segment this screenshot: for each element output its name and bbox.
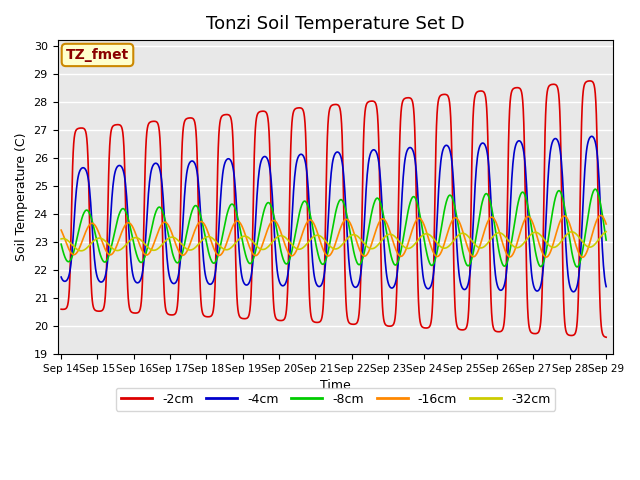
-2cm [278, 318, 285, 324]
-4cm [588, 133, 596, 139]
-2cm [586, 78, 594, 84]
-8cm [483, 191, 490, 196]
-4cm [570, 289, 577, 295]
-8cm [602, 237, 610, 243]
-32cm [278, 233, 286, 239]
-32cm [493, 230, 500, 236]
-16cm [492, 219, 500, 225]
-4cm [431, 249, 439, 254]
-2cm [492, 328, 500, 334]
-2cm [431, 166, 439, 172]
-32cm [432, 239, 440, 244]
-2cm [58, 306, 65, 312]
-16cm [602, 221, 610, 227]
-32cm [113, 248, 121, 253]
Legend: -2cm, -4cm, -8cm, -16cm, -32cm: -2cm, -4cm, -8cm, -16cm, -32cm [116, 388, 556, 411]
-32cm [602, 229, 610, 235]
Line: -8cm: -8cm [61, 189, 606, 267]
-32cm [483, 241, 490, 247]
Title: Tonzi Soil Temperature Set D: Tonzi Soil Temperature Set D [206, 15, 465, 33]
-2cm [483, 98, 490, 104]
-16cm [483, 223, 490, 228]
-4cm [278, 282, 285, 288]
-4cm [492, 276, 500, 282]
Y-axis label: Soil Temperature (C): Soil Temperature (C) [15, 133, 28, 262]
-4cm [602, 284, 610, 289]
Text: TZ_fmet: TZ_fmet [66, 48, 129, 62]
Line: -2cm: -2cm [61, 81, 606, 337]
-32cm [77, 248, 85, 254]
-8cm [298, 204, 305, 209]
-2cm [113, 122, 121, 128]
-8cm [591, 186, 599, 192]
-8cm [431, 256, 439, 262]
-4cm [58, 274, 65, 280]
-2cm [602, 335, 610, 340]
-16cm [597, 213, 605, 218]
-8cm [58, 241, 65, 247]
-4cm [113, 165, 121, 170]
-8cm [278, 251, 285, 256]
-32cm [58, 236, 65, 242]
-8cm [113, 219, 121, 225]
-16cm [278, 231, 285, 237]
-32cm [298, 246, 305, 252]
-16cm [113, 243, 121, 249]
-16cm [58, 227, 65, 233]
-8cm [573, 264, 581, 270]
-16cm [431, 252, 439, 258]
Line: -4cm: -4cm [61, 136, 606, 292]
-16cm [579, 254, 586, 260]
Line: -16cm: -16cm [61, 216, 606, 257]
-2cm [298, 105, 305, 111]
X-axis label: Time: Time [320, 379, 351, 393]
-4cm [298, 151, 305, 157]
-4cm [483, 145, 490, 151]
Line: -32cm: -32cm [61, 232, 606, 251]
-8cm [492, 231, 500, 237]
-16cm [298, 234, 305, 240]
